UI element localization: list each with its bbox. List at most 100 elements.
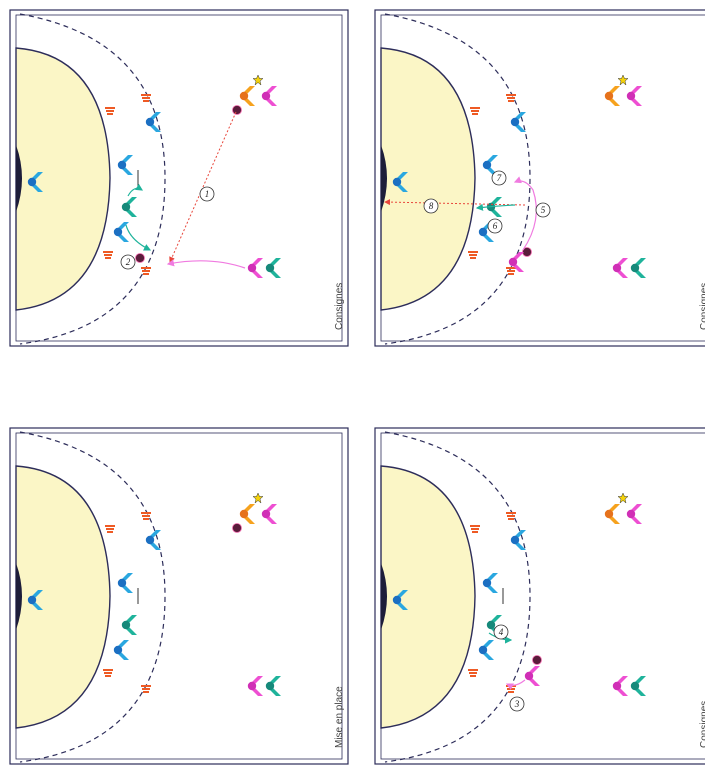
cone-bar <box>142 688 150 690</box>
cone-icon <box>141 94 151 102</box>
defender-right <box>510 112 526 132</box>
cone-icon <box>103 669 113 677</box>
left-back-attacker <box>612 258 628 278</box>
cone-bar <box>107 531 113 533</box>
goal-area <box>380 465 476 729</box>
ball-icon <box>135 253 145 263</box>
cone-bar <box>142 515 150 517</box>
pivot <box>121 615 137 635</box>
player-head <box>392 177 402 187</box>
step-marker <box>423 198 439 214</box>
ball-icon <box>532 655 542 665</box>
defender-center <box>482 155 498 175</box>
cone-bar <box>141 685 151 687</box>
goal <box>381 145 387 212</box>
cone-icon <box>141 267 151 275</box>
cone-bar <box>141 512 151 514</box>
defender-left <box>113 640 129 660</box>
player-head <box>261 91 271 101</box>
court-border-outer <box>374 427 705 765</box>
player-head <box>482 578 492 588</box>
step-number: 1 <box>205 189 210 199</box>
cone-bar <box>107 113 113 115</box>
cone-bar <box>105 107 115 109</box>
cone-bar <box>106 528 114 530</box>
player-head <box>630 263 640 273</box>
attacker-cut <box>508 252 524 272</box>
cone-bar <box>141 94 151 96</box>
cone-icon <box>506 685 516 693</box>
step-marker <box>493 624 509 640</box>
cone-bar <box>470 107 480 109</box>
defender-center <box>117 155 133 175</box>
panel-caption: Mise en place <box>334 686 345 748</box>
player-head <box>626 509 636 519</box>
cone-bar <box>507 515 515 517</box>
step-marker <box>535 202 551 218</box>
panel-caption: Consignes <box>334 283 345 330</box>
cone-bar <box>470 675 476 677</box>
player-head <box>612 681 622 691</box>
goal <box>16 145 22 212</box>
court-border-outer <box>9 427 349 765</box>
step-marker <box>120 254 136 270</box>
right-back-attacker <box>261 86 277 106</box>
step-marker <box>199 186 215 202</box>
defender-center <box>117 573 133 593</box>
step-marker <box>491 170 507 186</box>
cone-icon <box>506 512 516 520</box>
free-throw-line <box>19 13 166 345</box>
goal-area <box>380 47 476 311</box>
cone-bar <box>469 254 477 256</box>
step-number: 5 <box>541 205 546 215</box>
player-head <box>239 509 249 519</box>
player-head <box>261 509 271 519</box>
star-icon <box>252 492 264 504</box>
cone-bar <box>103 669 113 671</box>
cone-icon <box>103 251 113 259</box>
move-arrow <box>505 679 526 690</box>
cone-bar <box>506 94 516 96</box>
panel-caption: Consignes <box>699 283 705 330</box>
orange-back <box>604 86 620 106</box>
cone-bar <box>471 528 479 530</box>
player-head <box>524 671 534 681</box>
panel-bottom-left: Mise en place <box>9 427 349 765</box>
player-head <box>265 263 275 273</box>
goal-area <box>15 47 111 311</box>
cone-bar <box>143 100 149 102</box>
player-head <box>145 117 155 127</box>
cone-bar <box>507 97 515 99</box>
cone-icon <box>506 94 516 102</box>
left-back-attacker <box>612 676 628 696</box>
cone-bar <box>106 110 114 112</box>
player-head <box>117 578 127 588</box>
right-back-attacker <box>626 504 642 524</box>
cone-bar <box>141 267 151 269</box>
left-back-attacker <box>247 676 263 696</box>
defender-right <box>510 530 526 550</box>
cone-bar <box>470 257 476 259</box>
cone-bar <box>142 97 150 99</box>
right-back-attacker <box>626 86 642 106</box>
cone-bar <box>508 691 514 693</box>
cone-bar <box>103 251 113 253</box>
player-head <box>510 117 520 127</box>
star-icon <box>617 74 629 86</box>
step-number: 6 <box>493 221 498 231</box>
cone-bar <box>508 518 514 520</box>
court-border-outer <box>374 9 705 347</box>
cone-bar <box>507 270 515 272</box>
step-number: 7 <box>497 173 502 183</box>
defender-center <box>482 573 498 593</box>
teal-arrow <box>475 203 516 211</box>
pass-arrow <box>169 111 237 263</box>
player-head <box>117 160 127 170</box>
teal-arrow <box>127 183 144 197</box>
goalkeeper <box>392 590 408 610</box>
player-head <box>508 257 518 267</box>
defender-right <box>145 530 161 550</box>
cone-bar <box>143 691 149 693</box>
ball-icon <box>232 105 242 115</box>
cone-icon <box>506 267 516 275</box>
